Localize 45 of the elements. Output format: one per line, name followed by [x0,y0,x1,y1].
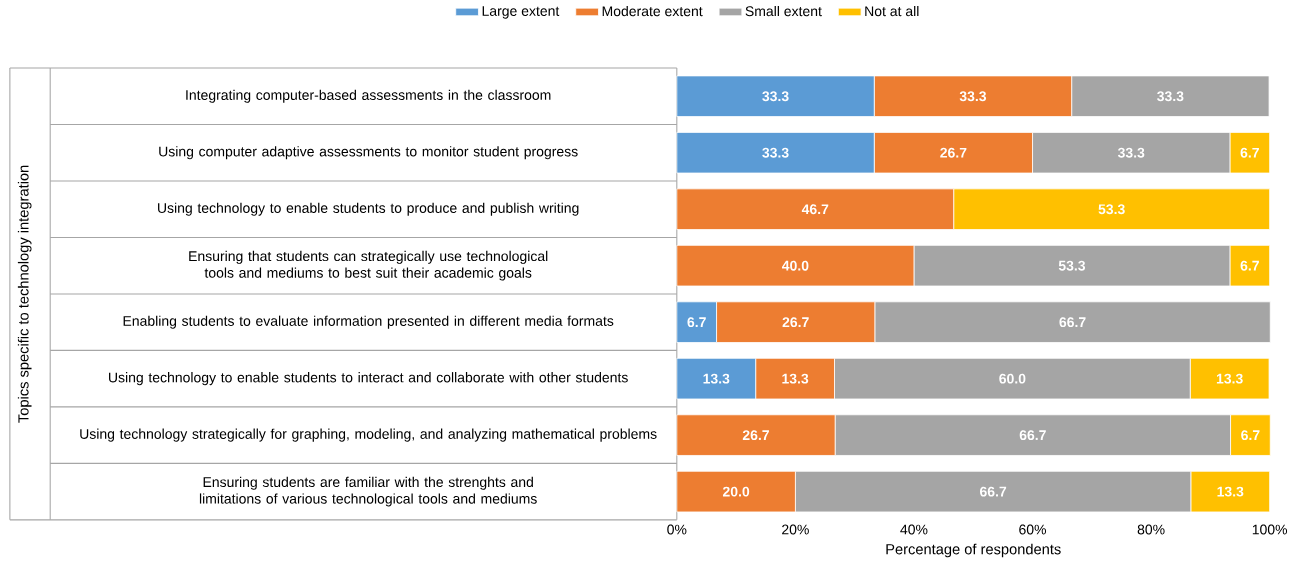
legend-label: Not at all [865,5,919,17]
data-label: 26.7 [742,430,769,441]
data-label: 60.0 [999,373,1026,384]
data-label: 66.7 [979,486,1007,497]
x-tick-label: 0% [667,524,687,535]
y-tick-label: Ensuring that students can strategically use technological tools and mediums to best suit their academic goals [189,250,548,281]
data-label: 13.3 [1216,373,1243,384]
data-label: 66.7 [1059,317,1086,328]
y-axis-title: Topics specific to technology integration [17,165,32,423]
data-label: 53.3 [1058,260,1086,271]
data-label: 33.3 [959,91,987,102]
data-label: 26.7 [782,317,809,328]
y-tick-label: Enabling students to evaluate information presented in different media formats [123,315,614,329]
data-label: 33.3 [1117,147,1145,158]
x-tick-label: 60% [1019,524,1047,535]
data-label: 40.0 [781,260,809,271]
data-label: 20.0 [722,486,750,497]
data-label: 6.7 [1241,430,1260,441]
data-label: 6.7 [1240,147,1259,158]
data-label: 13.3 [782,373,809,384]
y-tick-label: Integrating computer-based assessments in the classroom [186,89,551,103]
data-label: 6.7 [1240,260,1259,271]
data-label: 33.3 [762,147,789,158]
data-label: 66.7 [1019,430,1046,441]
y-tick-label: Using computer adaptive assessments to monitor student progress [159,146,578,160]
data-label: 33.3 [762,91,789,102]
data-label: 26.7 [940,147,967,158]
data-label: 33.3 [1157,91,1184,102]
y-tick-label: Ensuring students are familiar with the strenghts and limitations of various technological tools and mediums [199,476,537,507]
y-tick-label: Using technology strategically for graphing, modeling, and analyzing mathematical problems [80,428,657,442]
data-label: 13.3 [1217,486,1244,497]
legend-label: Large extent [482,6,560,19]
x-tick-label: 80% [1137,524,1165,535]
data-label: 46.7 [801,204,829,215]
data-label: 6.7 [687,317,706,328]
x-tick-label: 40% [900,524,928,535]
data-label: 53.3 [1098,204,1125,215]
x-axis-title: Percentage of respondents [886,543,1061,558]
legend-label: Small extent [745,5,822,17]
legend-label: Moderate extent [602,5,703,17]
x-tick-label: 20% [782,524,809,535]
y-tick-label: Using technology to enable students to interact and collaborate with other students [109,372,628,386]
x-tick-label: 100% [1252,524,1288,535]
y-tick-label: Using technology to enable students to produce and publish writing [158,202,579,216]
data-label: 13.3 [703,373,730,384]
